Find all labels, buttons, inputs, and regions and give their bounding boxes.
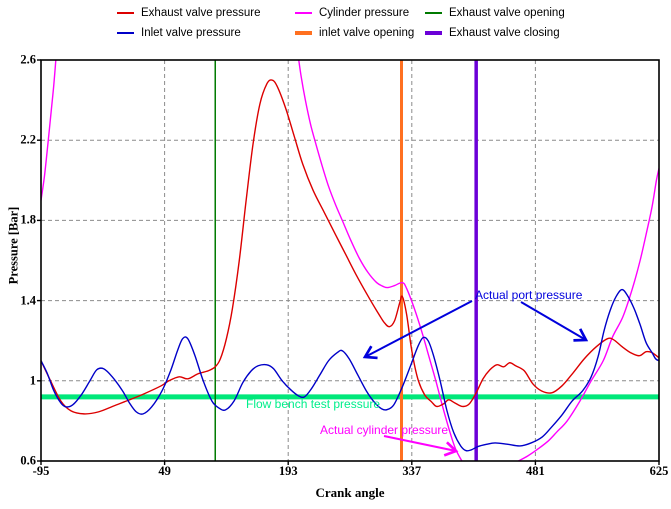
y-tick-label: 2.6: [20, 52, 36, 67]
legend-swatch-icon: [117, 32, 134, 34]
annotation-arrow: [383, 435, 459, 457]
legend-item-inlet-valve-opening: inlet valve opening: [295, 26, 414, 40]
x-tick-label: 481: [526, 464, 545, 478]
x-tick-label: -95: [32, 464, 50, 478]
series-cylinder-pressure: [41, 60, 57, 201]
x-tick-label: 337: [402, 464, 422, 478]
y-tick-label: 1.8: [20, 212, 36, 227]
legend-label: inlet valve opening: [319, 27, 415, 39]
annotation-arrow: [362, 300, 473, 360]
legend-label: Cylinder pressure: [319, 7, 410, 19]
legend-swatch-icon: [295, 12, 312, 14]
legend-item-exhaust-valve-opening: Exhaust valve opening: [425, 6, 565, 20]
legend-swatch-icon: [117, 12, 134, 14]
x-tick-label: 49: [158, 464, 171, 478]
legend-swatch-icon: [295, 31, 312, 35]
y-tick-label: 1.4: [20, 293, 36, 308]
y-tick-label: 2.2: [20, 132, 36, 147]
annotation-actual-cylinder-pressure: Actual cylinder pressure: [320, 423, 449, 437]
series-exhaust-valve-pressure: [41, 79, 659, 415]
annotation-arrow: [520, 301, 589, 342]
series-cylinder-pressure: [298, 60, 463, 461]
annotation-actual-port-pressure: Actual port pressure: [475, 288, 583, 302]
legend-item-cylinder-pressure: Cylinder pressure: [295, 6, 409, 20]
x-tick-label: 193: [278, 464, 298, 478]
legend-label: Exhaust valve opening: [449, 7, 565, 19]
series-inlet-valve-pressure: [41, 288, 659, 452]
legend-item-exhaust-valve-pressure: Exhaust valve pressure: [117, 6, 261, 20]
y-tick-label: 1: [29, 373, 36, 388]
annotation-flow-bench-test-pressure: Flow bench test pressure: [246, 397, 381, 411]
legend-swatch-icon: [425, 31, 442, 35]
x-tick-label: 625: [649, 464, 669, 478]
legend-item-inlet-valve-pressure: Inlet valve pressure: [117, 26, 241, 40]
legend-item-exhaust-valve-closing: Exhaust valve closing: [425, 26, 560, 40]
legend-label: Exhaust valve pressure: [141, 7, 261, 19]
x-axis-title: Crank angle: [315, 485, 385, 500]
series-cylinder-pressure: [516, 168, 659, 461]
legend-swatch-icon: [425, 12, 442, 14]
plot-frame: [40, 59, 660, 462]
y-tick-label: 0.6: [20, 453, 36, 468]
legend-label: Exhaust valve closing: [449, 27, 560, 39]
y-axis-title: Pressure [Bar]: [6, 206, 21, 285]
legend-label: Inlet valve pressure: [141, 27, 241, 39]
